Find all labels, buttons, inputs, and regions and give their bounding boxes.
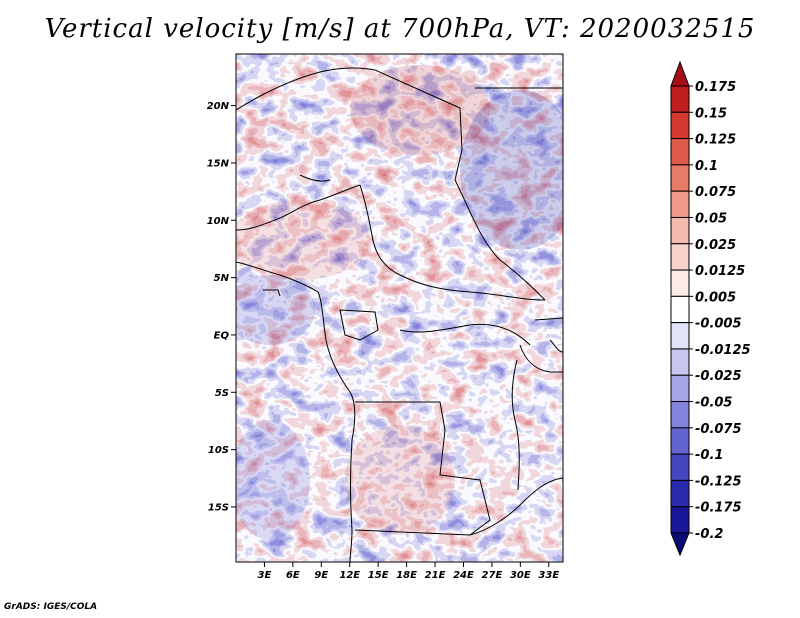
colorbar-swatch: [670, 243, 690, 271]
lat-tick-label: 15S: [208, 502, 229, 513]
colorbar-swatch: [670, 85, 690, 113]
colorbar-label: -0.1: [695, 448, 723, 463]
colorbar-label: 0.0125: [695, 264, 745, 279]
colorbar-swatch: [670, 269, 690, 297]
colorbar-label: -0.175: [695, 501, 742, 516]
lat-tick-label: 15N: [207, 158, 230, 169]
colorbar-label: -0.2: [695, 527, 723, 542]
colorbar-swatch: [670, 164, 690, 192]
colorbar-swatch: [670, 138, 690, 166]
colorbar-label: -0.075: [695, 422, 742, 437]
colorbar-swatch: [670, 479, 690, 508]
lat-tick-label: 20N: [207, 101, 230, 112]
lon-tick-label: 30E: [510, 570, 531, 581]
colorbar-swatch: [670, 295, 690, 324]
colorbar-swatch: [670, 453, 690, 481]
colorbar-label: 0.15: [695, 106, 727, 121]
lon-tick-label: 9E: [314, 570, 328, 581]
colorbar-label: 0.075: [695, 185, 736, 200]
colorbar-bottom-arrow: [670, 532, 690, 557]
colorbar-swatch: [670, 216, 690, 245]
colorbar: 0.175 0.15 0.125 0.1 0.075 0.05 0.025 0.0125 0.0…: [670, 60, 751, 557]
lat-tick-label: 5N: [214, 273, 230, 284]
lat-tick-label: EQ: [214, 330, 230, 341]
lon-tick-label: 12E: [339, 570, 360, 581]
colorbar-label: -0.125: [695, 474, 742, 489]
colorbar-swatch: [670, 322, 690, 350]
colorbar-top-arrow: [670, 60, 690, 87]
colorbar-label: -0.05: [695, 396, 732, 411]
lat-tick-label: 5S: [215, 388, 229, 399]
colorbar-swatch: [670, 401, 690, 429]
lon-tick-label: 21E: [425, 570, 446, 581]
colorbar-label: 0.005: [695, 290, 736, 305]
colorbar-label: 0.025: [695, 238, 736, 253]
colorbar-label: -0.005: [695, 317, 742, 332]
lon-tick-label: 27E: [482, 570, 503, 581]
colorbar-label: -0.0125: [695, 343, 751, 358]
colorbar-swatch: [670, 374, 690, 403]
colorbar-swatch: [670, 427, 690, 455]
colorbar-label: 0.125: [695, 133, 736, 148]
colorbar-swatch: [670, 348, 690, 376]
lon-tick-label: 6E: [286, 570, 300, 581]
longitude-axis: 3E 6E 9E 12E 15E 18E 21E 24E 27E 30E 33E: [258, 562, 559, 581]
lon-tick-label: 15E: [368, 570, 389, 581]
velocity-field: [236, 54, 563, 562]
colorbar-label: 0.175: [695, 80, 736, 95]
lon-tick-label: 18E: [396, 570, 417, 581]
lat-tick-label: 10S: [208, 445, 229, 456]
grads-credit: GrADS: IGES/COLA: [4, 602, 98, 612]
colorbar-swatch: [670, 190, 690, 218]
country-borders: [236, 67, 563, 562]
chart-title: Vertical velocity [m/s] at 700hPa, VT: 2…: [44, 14, 756, 44]
colorbar-swatch: [670, 111, 690, 140]
lon-tick-label: 3E: [258, 570, 272, 581]
lon-tick-label: 33E: [538, 570, 559, 581]
colorbar-label: -0.025: [695, 369, 742, 384]
lat-tick-label: 10N: [207, 216, 230, 227]
colorbar-swatch: [670, 506, 690, 534]
colorbar-label: 0.05: [695, 211, 727, 226]
map-frame: [235, 53, 564, 563]
lon-tick-label: 24E: [453, 570, 474, 581]
latitude-axis: 20N 15N 10N 5N EQ 5S 10S 15S: [207, 101, 236, 513]
colorbar-label: 0.1: [695, 159, 718, 174]
